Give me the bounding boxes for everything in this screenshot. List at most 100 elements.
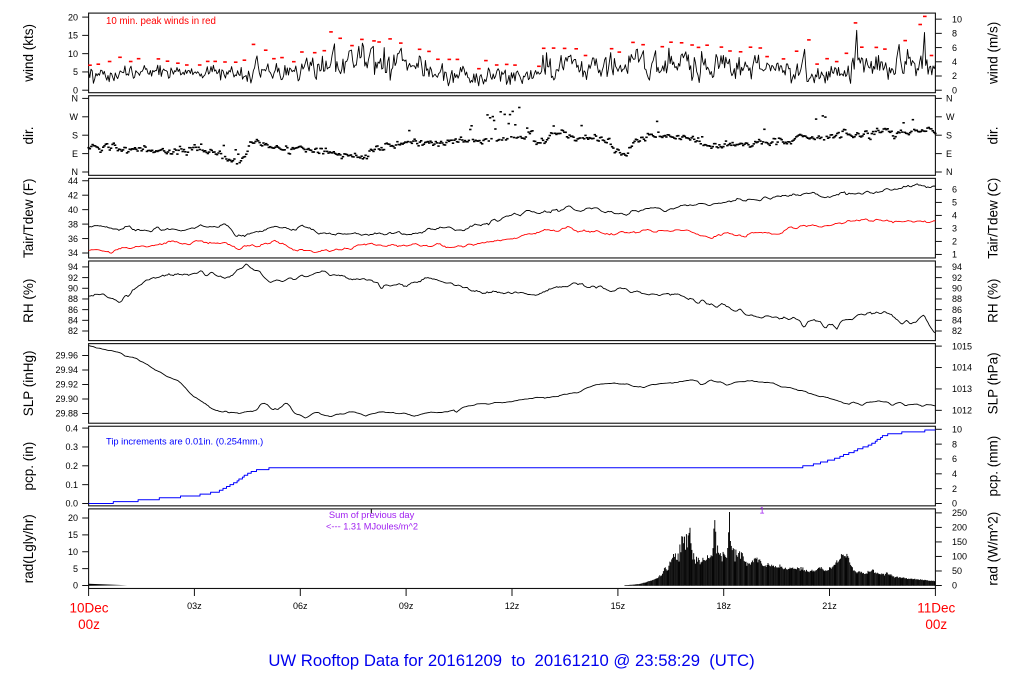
svg-text:5: 5 bbox=[73, 67, 78, 77]
svg-text:4: 4 bbox=[952, 469, 957, 479]
svg-text:5: 5 bbox=[73, 564, 78, 574]
svg-text:RH (%): RH (%) bbox=[986, 279, 1001, 323]
svg-text:wind (kts): wind (kts) bbox=[21, 24, 36, 83]
svg-text:UW Rooftop Data for 20161209: UW Rooftop Data for 20161209 to 20161210… bbox=[268, 651, 754, 670]
svg-text:0.4: 0.4 bbox=[65, 423, 78, 433]
svg-text:42: 42 bbox=[68, 190, 78, 200]
svg-text:rad (W/m^2): rad (W/m^2) bbox=[986, 512, 1001, 586]
svg-text:1: 1 bbox=[952, 250, 957, 260]
svg-text:86: 86 bbox=[68, 305, 78, 315]
svg-text:09z: 09z bbox=[399, 601, 414, 611]
svg-text:0.2: 0.2 bbox=[65, 461, 78, 471]
svg-text:90: 90 bbox=[68, 284, 78, 294]
svg-text:20: 20 bbox=[68, 513, 78, 523]
svg-text:SLP (hPa): SLP (hPa) bbox=[986, 352, 1001, 414]
svg-text:90: 90 bbox=[952, 284, 962, 294]
svg-text:10Dec: 10Dec bbox=[69, 601, 108, 616]
svg-text:Sum of previous day: Sum of previous day bbox=[329, 509, 415, 520]
svg-text:6: 6 bbox=[952, 454, 957, 464]
svg-text:15: 15 bbox=[68, 530, 78, 540]
svg-text:N: N bbox=[72, 167, 79, 177]
svg-text:wind (m/s): wind (m/s) bbox=[986, 22, 1001, 85]
svg-text:100: 100 bbox=[952, 552, 967, 562]
svg-text:82: 82 bbox=[952, 326, 962, 336]
svg-text:29.96: 29.96 bbox=[55, 351, 78, 361]
svg-text:34: 34 bbox=[68, 248, 78, 258]
svg-text:0.0: 0.0 bbox=[65, 499, 78, 509]
svg-text:2: 2 bbox=[952, 237, 957, 247]
svg-text:12z: 12z bbox=[505, 601, 520, 611]
svg-text:0.1: 0.1 bbox=[65, 480, 78, 490]
svg-text:W: W bbox=[946, 112, 955, 122]
svg-text:dir.: dir. bbox=[21, 126, 36, 144]
svg-text:86: 86 bbox=[952, 305, 962, 315]
svg-text:Tair/Tdew (F): Tair/Tdew (F) bbox=[21, 178, 36, 258]
svg-text:rad(Lgly/hr): rad(Lgly/hr) bbox=[21, 514, 36, 583]
svg-text:94: 94 bbox=[952, 262, 962, 272]
svg-text:<--- 1.31 MJoules/m^2: <--- 1.31 MJoules/m^2 bbox=[326, 521, 418, 531]
svg-text:6: 6 bbox=[952, 43, 957, 53]
svg-text:18z: 18z bbox=[716, 601, 731, 611]
svg-text:0: 0 bbox=[73, 581, 78, 591]
svg-text:5: 5 bbox=[952, 198, 957, 208]
svg-text:250: 250 bbox=[952, 508, 967, 518]
svg-text:10: 10 bbox=[68, 49, 78, 59]
svg-text:N: N bbox=[946, 94, 953, 104]
svg-text:0.3: 0.3 bbox=[65, 442, 78, 452]
svg-text:S: S bbox=[946, 130, 952, 140]
svg-text:29.88: 29.88 bbox=[55, 409, 78, 419]
svg-text:pcp. (mm): pcp. (mm) bbox=[986, 436, 1001, 497]
svg-text:11Dec: 11Dec bbox=[917, 601, 955, 616]
svg-text:10: 10 bbox=[952, 14, 962, 24]
svg-text:0: 0 bbox=[952, 581, 957, 591]
svg-text:92: 92 bbox=[68, 273, 78, 283]
svg-text:20: 20 bbox=[68, 12, 78, 22]
svg-text:29.92: 29.92 bbox=[55, 380, 78, 390]
svg-text:200: 200 bbox=[952, 523, 967, 533]
svg-text:SLP (inHg): SLP (inHg) bbox=[21, 351, 36, 417]
svg-text:88: 88 bbox=[68, 294, 78, 304]
svg-text:82: 82 bbox=[68, 326, 78, 336]
svg-text:1015: 1015 bbox=[952, 341, 972, 351]
svg-text:38: 38 bbox=[68, 219, 78, 229]
svg-text:84: 84 bbox=[68, 316, 78, 326]
svg-text:Tip increments are 0.01in. (0.: Tip increments are 0.01in. (0.254mm.) bbox=[106, 437, 263, 447]
svg-text:1: 1 bbox=[759, 506, 764, 516]
svg-text:3: 3 bbox=[952, 224, 957, 234]
svg-text:00z: 00z bbox=[925, 617, 947, 632]
svg-text:15z: 15z bbox=[611, 601, 626, 611]
svg-text:E: E bbox=[72, 149, 78, 159]
svg-text:10: 10 bbox=[952, 425, 962, 435]
svg-text:0: 0 bbox=[952, 85, 957, 95]
svg-text:S: S bbox=[72, 130, 78, 140]
svg-text:92: 92 bbox=[952, 273, 962, 283]
svg-text:N: N bbox=[72, 94, 79, 104]
svg-text:36: 36 bbox=[68, 234, 78, 244]
svg-text:0: 0 bbox=[73, 85, 78, 95]
svg-text:10 min. peak winds in red: 10 min. peak winds in red bbox=[106, 16, 216, 27]
svg-text:84: 84 bbox=[952, 316, 962, 326]
svg-text:15: 15 bbox=[68, 31, 78, 41]
svg-text:29.94: 29.94 bbox=[55, 365, 78, 375]
svg-text:0: 0 bbox=[952, 499, 957, 509]
svg-text:E: E bbox=[946, 149, 952, 159]
svg-text:2: 2 bbox=[952, 484, 957, 494]
svg-text:40: 40 bbox=[68, 205, 78, 215]
svg-text:8: 8 bbox=[952, 29, 957, 39]
svg-text:94: 94 bbox=[68, 262, 78, 272]
svg-text:W: W bbox=[70, 112, 79, 122]
svg-text:88: 88 bbox=[952, 294, 962, 304]
svg-text:1013: 1013 bbox=[952, 384, 972, 394]
svg-text:1014: 1014 bbox=[952, 363, 972, 373]
svg-text:21z: 21z bbox=[822, 601, 837, 611]
svg-text:10: 10 bbox=[68, 547, 78, 557]
svg-text:2: 2 bbox=[952, 71, 957, 81]
svg-text:06z: 06z bbox=[293, 601, 308, 611]
svg-text:Tair/Tdew (C): Tair/Tdew (C) bbox=[986, 178, 1001, 259]
svg-text:29.90: 29.90 bbox=[55, 394, 78, 404]
svg-text:4: 4 bbox=[952, 57, 957, 67]
svg-text:8: 8 bbox=[952, 439, 957, 449]
svg-text:00z: 00z bbox=[78, 617, 100, 632]
svg-text:N: N bbox=[946, 167, 953, 177]
svg-text:dir.: dir. bbox=[986, 126, 1001, 144]
